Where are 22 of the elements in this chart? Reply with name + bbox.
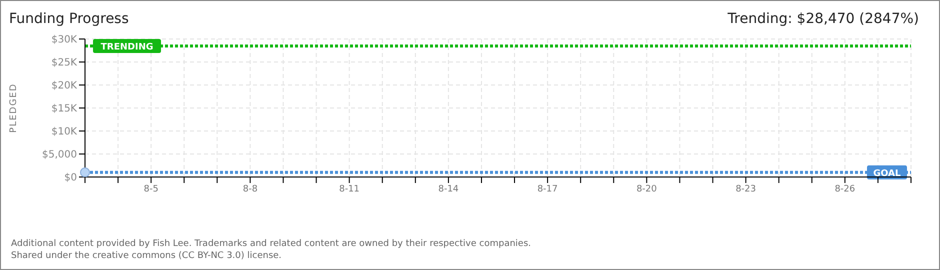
y-tick-label: $20K	[51, 80, 78, 92]
y-tick-label: $0	[64, 172, 77, 184]
x-tick-label: 8-23	[736, 184, 756, 194]
ref-line-label: TRENDING	[100, 42, 154, 53]
x-tick-label: 8-17	[537, 184, 558, 194]
y-tick-label: $30K	[51, 34, 78, 46]
x-tick-label: 8-11	[339, 184, 360, 194]
text: Additional content provided by Fish Lee. Trademarks and related content are owned by their respective companies.	[11, 238, 532, 250]
y-tick-label: $25K	[51, 58, 78, 69]
x-tick-label: 8-20	[636, 184, 658, 194]
y-tick-label: $5,000	[42, 150, 77, 161]
y-axis-title: PLEDGED	[9, 83, 20, 133]
x-tick-label: 8-8	[242, 184, 258, 194]
x-tick-label: 8-26	[834, 184, 856, 194]
x-tick-label: 8-5	[144, 184, 158, 194]
y-tick-label: $15K	[51, 104, 78, 115]
chart-title: Funding Progress	[9, 11, 129, 27]
ref-line-label: GOAL	[873, 168, 902, 179]
y-tick-label: $10K	[51, 126, 78, 138]
chart-subtitle: Trending: $28,470 (2847%)	[728, 11, 919, 27]
text: Shared under the creative commons (CC BY-NC 3.0) license.	[11, 250, 283, 262]
x-tick-label: 8-14	[438, 184, 459, 194]
